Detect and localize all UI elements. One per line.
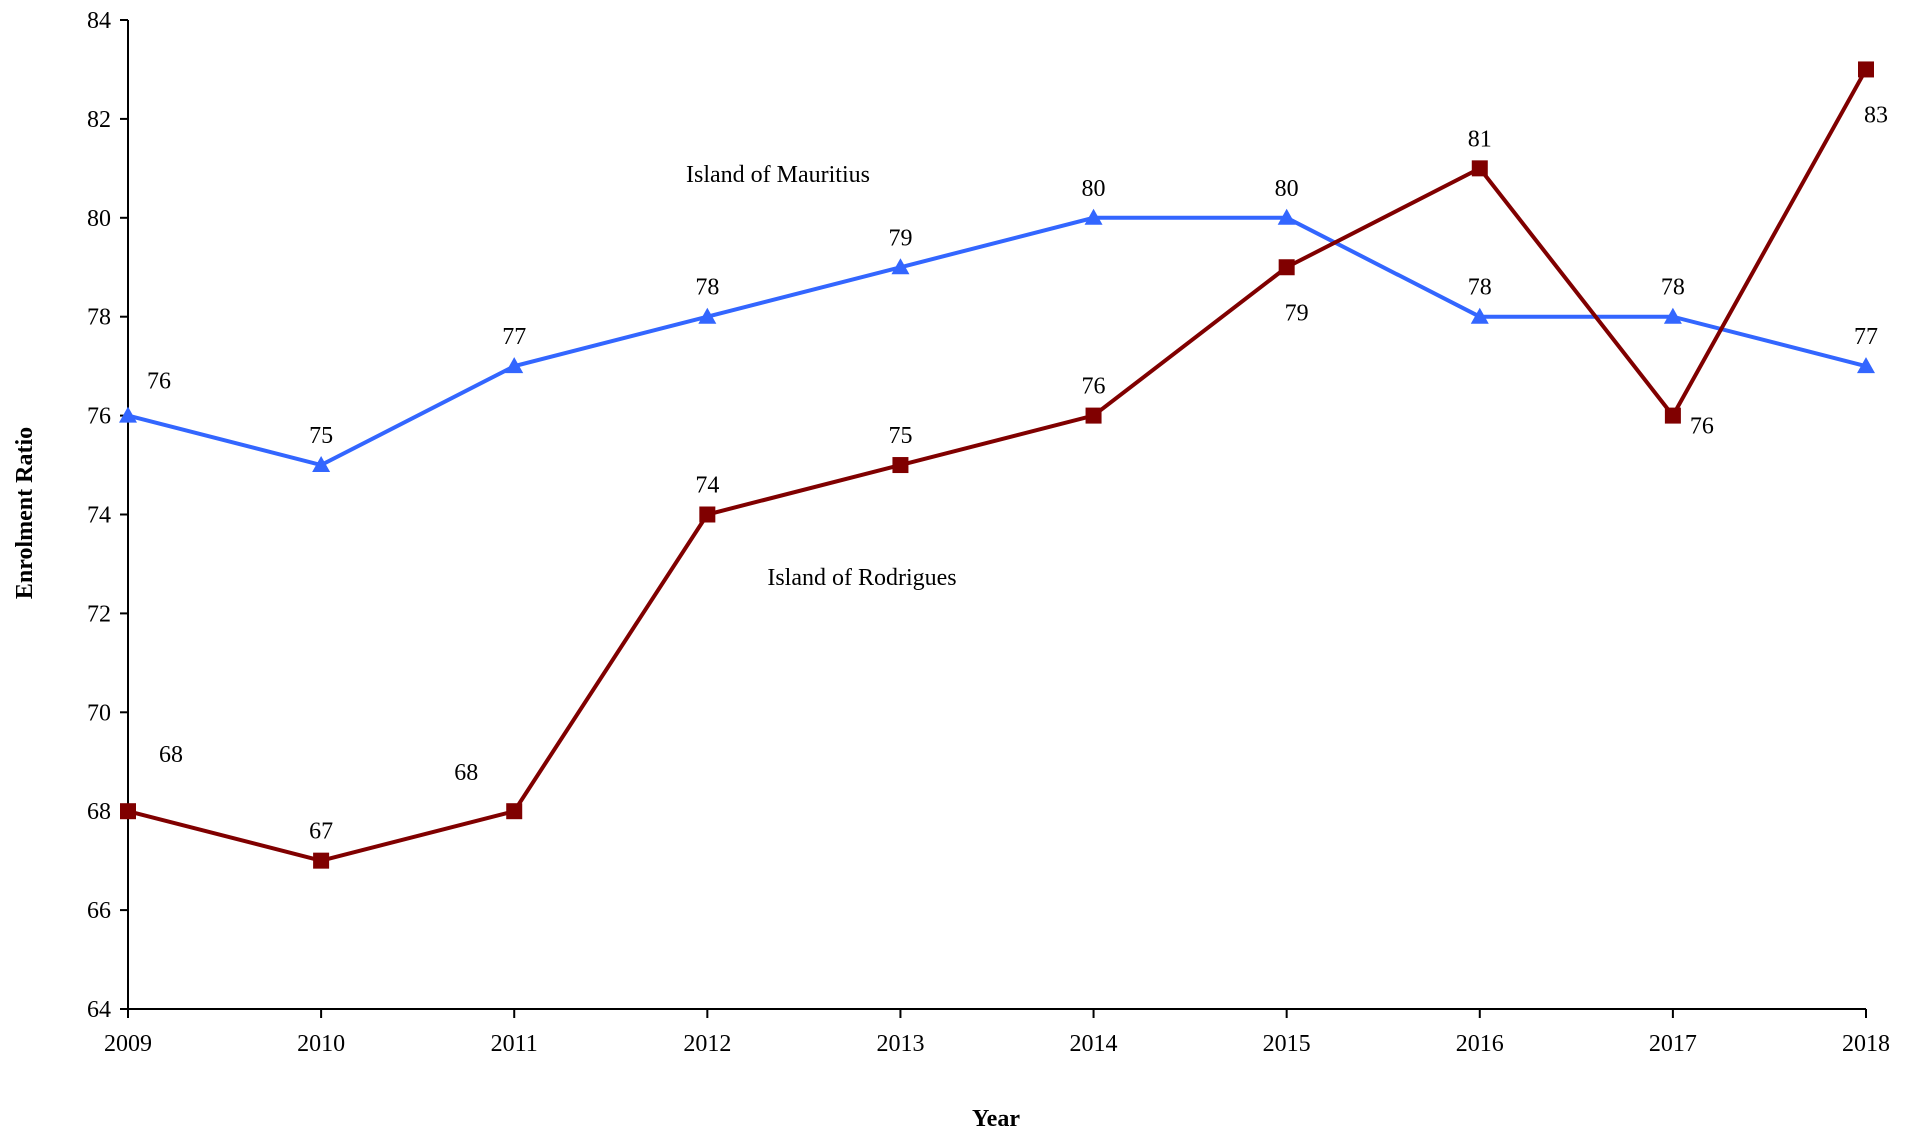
y-tick-label: 72 bbox=[87, 601, 111, 627]
data-point bbox=[120, 803, 136, 820]
data-point bbox=[1857, 357, 1875, 374]
x-tick-label: 2018 bbox=[1842, 1031, 1890, 1057]
data-label: 76 bbox=[147, 369, 171, 395]
x-tick-label: 2017 bbox=[1649, 1031, 1697, 1057]
data-point bbox=[1664, 407, 1681, 424]
data-point bbox=[891, 258, 910, 275]
data-label: 74 bbox=[695, 473, 719, 499]
data-point bbox=[119, 406, 137, 423]
data-label: 78 bbox=[1468, 275, 1492, 301]
data-point bbox=[313, 852, 330, 869]
series-label-rodrigues: Island of Rodrigues bbox=[767, 565, 956, 591]
data-point bbox=[699, 506, 716, 523]
data-label: 77 bbox=[502, 324, 526, 350]
x-tick-label: 2015 bbox=[1263, 1031, 1311, 1057]
data-point bbox=[892, 457, 909, 474]
data-label: 68 bbox=[159, 742, 183, 768]
data-label: 80 bbox=[1082, 176, 1106, 202]
data-point bbox=[506, 803, 523, 820]
series-line bbox=[127, 68, 1868, 863]
data-point bbox=[1278, 259, 1295, 276]
data-label: 76 bbox=[1082, 374, 1106, 400]
series-layer bbox=[119, 61, 1875, 869]
x-tick-label: 2012 bbox=[683, 1031, 731, 1057]
data-point bbox=[1858, 61, 1874, 78]
axes: 64 66 68 70 72 74 76 78 80 82 84 2009 2010 2011 2012 20… bbox=[87, 8, 1890, 1057]
data-point bbox=[312, 456, 331, 473]
x-tick-label: 2016 bbox=[1456, 1031, 1504, 1057]
y-tick-label: 84 bbox=[87, 8, 111, 34]
data-labels: 76 75 77 78 79 80 80 78 78 77 68 67 68 74 75 76 79 81 76 83 bbox=[147, 102, 1888, 844]
y-tick-label: 78 bbox=[87, 305, 111, 331]
x-tick-label: 2009 bbox=[104, 1031, 152, 1057]
y-tick-label: 76 bbox=[87, 404, 111, 430]
y-axis-title: Enrolment Ratio bbox=[12, 427, 38, 599]
data-label: 77 bbox=[1854, 324, 1878, 350]
data-point bbox=[505, 357, 524, 374]
data-label: 79 bbox=[888, 225, 912, 251]
x-axis-title: Year bbox=[972, 1106, 1020, 1132]
data-label: 79 bbox=[1285, 300, 1309, 326]
data-point bbox=[1663, 307, 1682, 324]
y-tick-label: 68 bbox=[87, 799, 111, 825]
data-label: 68 bbox=[454, 760, 478, 786]
x-tick-label: 2014 bbox=[1070, 1031, 1118, 1057]
data-label: 83 bbox=[1864, 102, 1888, 128]
data-point bbox=[1470, 307, 1489, 324]
y-tick-label: 70 bbox=[87, 700, 111, 726]
x-tick-label: 2011 bbox=[491, 1031, 538, 1057]
data-label: 67 bbox=[309, 819, 333, 845]
series-label-mauritius: Island of Mauritius bbox=[686, 162, 870, 188]
data-label: 78 bbox=[1661, 275, 1685, 301]
data-point bbox=[698, 307, 717, 324]
data-point bbox=[1471, 160, 1488, 177]
data-point bbox=[1085, 407, 1102, 424]
data-label: 81 bbox=[1468, 126, 1492, 152]
y-tick-label: 82 bbox=[87, 107, 111, 133]
data-point bbox=[1277, 208, 1296, 225]
series-line bbox=[127, 215, 1867, 468]
data-label: 75 bbox=[888, 423, 912, 449]
y-tick-label: 74 bbox=[87, 503, 111, 529]
data-label: 76 bbox=[1690, 414, 1714, 440]
x-tick-label: 2013 bbox=[876, 1031, 924, 1057]
x-tick-label: 2010 bbox=[297, 1031, 345, 1057]
y-tick-label: 64 bbox=[87, 997, 111, 1023]
data-label: 80 bbox=[1275, 176, 1299, 202]
y-tick-label: 66 bbox=[87, 898, 111, 924]
data-label: 75 bbox=[309, 423, 333, 449]
data-label: 78 bbox=[695, 275, 719, 301]
series-0 bbox=[119, 208, 1875, 473]
data-point bbox=[1084, 208, 1103, 225]
y-tick-label: 80 bbox=[87, 206, 111, 232]
series-1 bbox=[120, 61, 1874, 869]
